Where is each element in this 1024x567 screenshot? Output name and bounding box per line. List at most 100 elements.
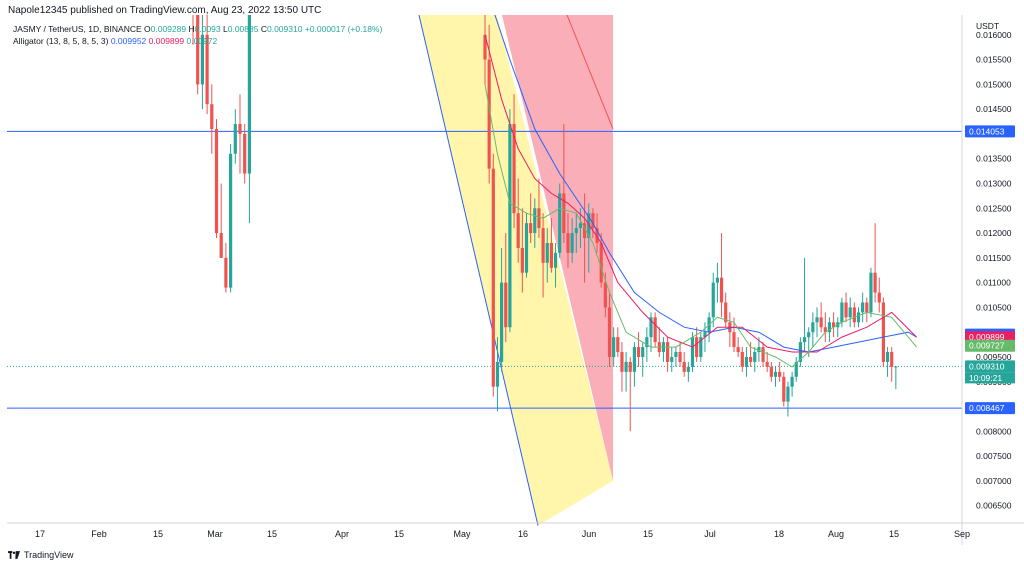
candle-body: [724, 302, 728, 323]
candle-body: [670, 356, 674, 362]
candle-body: [877, 292, 881, 303]
candle: [653, 312, 657, 348]
horizontal-levels: [7, 130, 962, 409]
candle-body: [645, 337, 649, 348]
candle: [632, 342, 636, 387]
candle-body: [674, 352, 678, 357]
candle: [657, 327, 661, 357]
y-tick-label: 0.015000: [976, 79, 1012, 89]
candle-body: [624, 361, 628, 372]
candle: [861, 292, 865, 323]
candle: [832, 312, 836, 338]
candle: [894, 366, 898, 390]
candle: [844, 292, 848, 323]
candle-body: [744, 356, 749, 367]
candle: [890, 347, 894, 382]
y-tick-label: 0.016000: [976, 30, 1012, 40]
y-tick-label: 0.007500: [976, 451, 1012, 461]
x-tick-label: 16: [518, 529, 528, 539]
candle: [678, 342, 682, 367]
candle-body: [823, 327, 827, 333]
candle-body: [214, 128, 219, 234]
candle: [686, 361, 690, 382]
alligator-jaw-line: [494, 15, 917, 353]
candle-body: [715, 277, 719, 283]
candle: [690, 332, 695, 372]
candle-body: [856, 312, 861, 323]
y-tick-label: 0.010500: [976, 302, 1012, 312]
candle: [757, 337, 761, 362]
price-label: 0.009310: [965, 360, 1015, 373]
candle: [520, 208, 524, 293]
candle-body: [894, 366, 898, 368]
candle: [549, 218, 553, 273]
candle-body: [545, 242, 549, 263]
candle: [533, 198, 537, 248]
candle: [852, 302, 856, 328]
y-tick-label: 0.011000: [976, 278, 1011, 288]
candle: [782, 371, 786, 407]
candle-body: [483, 34, 487, 60]
candle: [778, 361, 782, 382]
y-tick-label: 0.012500: [976, 203, 1012, 213]
candle: [641, 342, 645, 377]
candle-body: [620, 352, 624, 372]
countdown-text: 10:09:21: [969, 373, 1002, 383]
chart-area[interactable]: USDT 0.016000 0.015500 0.015000 0.014500 0.01…: [7, 15, 1024, 545]
candle-body: [682, 361, 686, 372]
alligator-lips-line: [484, 84, 917, 368]
candle-body: [757, 347, 761, 353]
candle: [707, 312, 711, 343]
candle-body: [666, 342, 670, 362]
x-tick-label: Feb: [91, 529, 107, 539]
x-tick-label: 15: [267, 529, 277, 539]
candle-body: [719, 277, 724, 303]
footer-branding: TradingView: [8, 550, 74, 560]
candle: [483, 15, 487, 85]
x-tick-label: Aug: [828, 529, 844, 539]
candle-body: [827, 322, 832, 333]
candle: [545, 228, 549, 283]
x-tick-label: May: [453, 529, 471, 539]
candle-body: [495, 361, 500, 387]
candle: [247, 15, 251, 224]
candle: [744, 347, 749, 377]
candle-body: [200, 34, 204, 85]
y-tick-label: 0.008000: [976, 426, 1012, 436]
candle-body: [690, 337, 695, 367]
x-tick-label: 15: [394, 529, 404, 539]
price-label-text: 0.009899: [969, 332, 1005, 342]
candle: [819, 302, 823, 333]
candle-body: [524, 223, 529, 273]
candle-body: [487, 59, 491, 169]
candle: [200, 15, 204, 110]
y-tick-label: 0.007000: [976, 476, 1012, 486]
x-tick-label: 17: [35, 529, 45, 539]
candle-body: [807, 332, 811, 338]
candle-body: [778, 371, 782, 377]
drawing-shapes: [418, 15, 614, 526]
candle: [219, 183, 223, 258]
candle: [670, 347, 674, 372]
candle: [856, 307, 861, 328]
price-label-box: [965, 402, 1015, 415]
x-tick-label: Apr: [335, 529, 349, 539]
candle: [773, 366, 778, 387]
candle: [620, 342, 624, 392]
candle-body: [529, 223, 533, 234]
candle: [873, 223, 877, 303]
y-tick-label: 0.009500: [976, 352, 1012, 362]
candle: [740, 347, 744, 372]
candle: [612, 327, 616, 367]
candle: [583, 193, 587, 283]
price-label-text: 0.009310: [969, 361, 1005, 371]
candle-body: [649, 317, 653, 338]
candle: [736, 337, 740, 357]
candle: [823, 312, 827, 343]
candle: [869, 267, 873, 318]
candle-body: [595, 228, 599, 243]
candle-body: [553, 252, 558, 268]
candle-body: [653, 317, 657, 343]
candle: [624, 352, 628, 392]
